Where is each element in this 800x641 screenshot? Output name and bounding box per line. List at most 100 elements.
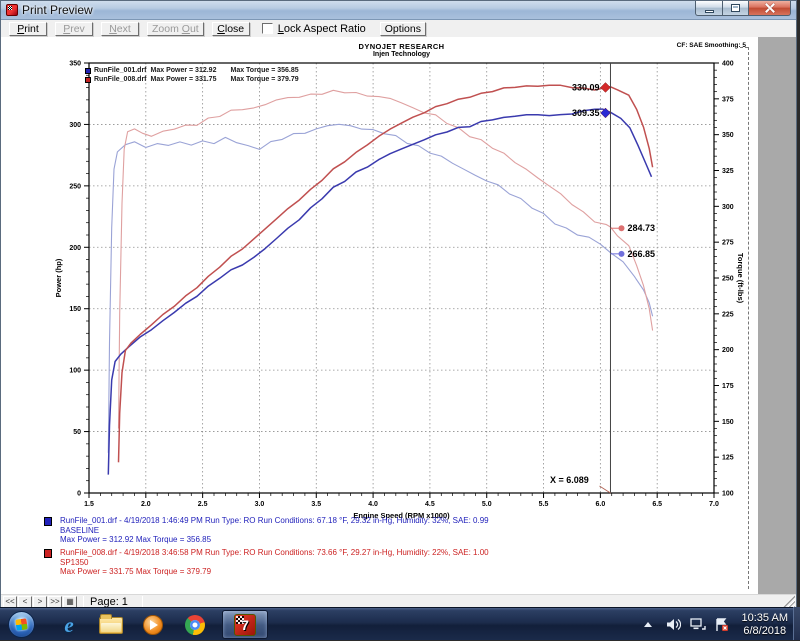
next-page-button[interactable]: >	[33, 595, 47, 608]
y-left-tick-label: 150	[69, 306, 81, 313]
x-tick-label: 4.0	[368, 501, 378, 508]
y-right-tick-label: 375	[722, 96, 734, 103]
callout-marker	[618, 250, 625, 257]
y-right-tick-label: 150	[722, 419, 734, 426]
callout-marker	[600, 82, 611, 93]
y-right-tick-label: 100	[722, 491, 734, 498]
preview-area: 1.5 2.0 2.5 3.0 3.5 4.0 4.5 5.0 5.5 6.0 6.5 7.0 0 50 1…	[1, 37, 796, 594]
y-left-tick-label: 0	[77, 491, 81, 498]
chart-title: DYNOJET RESEARCH	[358, 42, 445, 51]
x-tick-label: 5.5	[539, 501, 549, 508]
winpep-app-icon	[6, 4, 18, 16]
x-tick-label: 4.5	[425, 501, 435, 508]
winpep-taskbar-button[interactable]: 7	[222, 610, 268, 639]
callout-value: 309.35	[572, 108, 600, 118]
run-info-baseline: RunFile_001.drf - 4/19/2018 1:46:49 PM R…	[44, 516, 489, 545]
windows-explorer-icon[interactable]	[96, 612, 126, 638]
x-tick-label: 7.0	[709, 501, 719, 508]
toolbar: Print Prev Next Zoom Out Close Lock Aspe…	[1, 20, 796, 37]
callout-value: 266.85	[627, 249, 655, 259]
print-preview-window: Print Preview Print Prev Next Zoom Out C…	[0, 0, 797, 607]
curve-red_power	[117, 84, 654, 463]
y-right-tick-label: 300	[722, 204, 734, 211]
y-left-tick-label: 350	[69, 61, 81, 68]
options-button[interactable]: Options	[379, 21, 426, 36]
chrome-icon[interactable]	[180, 612, 210, 638]
lock-aspect-ratio-control[interactable]: Lock Aspect Ratio	[261, 22, 366, 35]
page-select-icon[interactable]: ▦	[63, 595, 77, 608]
last-page-button[interactable]: >>	[48, 595, 62, 608]
close-icon	[765, 3, 775, 13]
show-desktop-button[interactable]	[793, 607, 800, 640]
titlebar[interactable]: Print Preview	[1, 1, 796, 20]
run-info-sp1350: RunFile_008.drf - 4/19/2018 3:46:58 PM R…	[44, 548, 489, 577]
run-swatch-blue	[44, 517, 52, 526]
cursor-label-leader	[599, 485, 611, 494]
statusbar: << < > >> ▦ Page: 1	[1, 594, 796, 608]
callout-marker	[618, 225, 625, 232]
legend-swatch-red	[85, 76, 91, 83]
preview-page: 1.5 2.0 2.5 3.0 3.5 4.0 4.5 5.0 5.5 6.0 6.5 7.0 0 50 1…	[1, 37, 758, 594]
prev-page-button[interactable]: <	[18, 595, 32, 608]
first-page-button[interactable]: <<	[3, 595, 17, 608]
x-axis-title: Engine Speed (RPM x1000)	[353, 511, 450, 520]
prev-button[interactable]: Prev	[55, 21, 93, 36]
y-left-axis-title: Power (hp)	[54, 258, 63, 297]
zoom-out-button[interactable]: Zoom Out	[147, 21, 204, 36]
x-tick-label: 5.0	[482, 501, 492, 508]
y-left-tick-label: 250	[69, 183, 81, 190]
y-right-tick-label: 275	[722, 240, 734, 247]
x-tick-label: 2.5	[198, 501, 208, 508]
action-center-flag-icon[interactable]	[715, 617, 729, 632]
minimize-button[interactable]	[695, 1, 723, 16]
y-left-tick-label: 100	[69, 368, 81, 375]
y-right-tick-label: 225	[722, 311, 734, 318]
next-button[interactable]: Next	[101, 21, 139, 36]
plot-frame	[88, 62, 715, 494]
y-right-tick-label: 125	[722, 455, 734, 462]
network-icon[interactable]	[689, 618, 706, 631]
y-right-tick-label: 325	[722, 168, 734, 175]
volume-icon[interactable]	[666, 618, 681, 631]
dyno-chart: 1.5 2.0 2.5 3.0 3.5 4.0 4.5 5.0 5.5 6.0 6.5 7.0 0 50 1…	[54, 61, 745, 521]
callout-marker	[600, 107, 611, 119]
callout-value: 284.73	[627, 223, 655, 233]
statusbar-divider	[83, 595, 84, 608]
close-window-button[interactable]	[749, 1, 791, 16]
maximize-button[interactable]	[723, 1, 749, 16]
media-player-icon[interactable]	[138, 612, 168, 638]
x-tick-label: 3.0	[255, 501, 265, 508]
page-number-label: Page: 1	[90, 595, 128, 608]
curve-blue_power	[107, 108, 653, 475]
play-icon	[150, 620, 158, 630]
lock-aspect-ratio-label: Lock Aspect Ratio	[277, 22, 366, 35]
taskbar: e 7 10:35 AM 6/8/2018	[0, 607, 800, 640]
windows-logo-icon	[15, 618, 28, 631]
start-button[interactable]	[8, 611, 35, 638]
print-button[interactable]: Print	[9, 21, 47, 36]
lock-aspect-ratio-checkbox[interactable]	[261, 23, 273, 34]
y-right-tick-label: 200	[722, 347, 734, 354]
window-title: Print Preview	[22, 3, 93, 17]
x-tick-label: 1.5	[84, 501, 94, 508]
chart-subtitle: Injen Technology	[372, 51, 431, 58]
callout-value: 330.09	[572, 82, 600, 92]
y-left-tick-label: 50	[73, 429, 81, 436]
x-tick-label: 2.0	[141, 501, 151, 508]
curve-blue_torque	[107, 123, 654, 453]
y-right-tick-label: 175	[722, 383, 734, 390]
legend-swatch-blue	[85, 67, 91, 74]
y-right-tick-label: 250	[722, 276, 734, 283]
y-right-tick-label: 350	[722, 132, 734, 139]
resize-grip[interactable]	[782, 594, 795, 607]
maximize-icon	[731, 4, 740, 12]
close-button[interactable]: Close	[211, 21, 250, 36]
y-left-tick-label: 300	[69, 122, 81, 129]
y-right-axis-title: Torque (ft-lbs)	[736, 253, 745, 304]
hidden-icons-arrow-icon[interactable]	[643, 622, 652, 627]
cursor-x-label: X = 6.089	[550, 475, 589, 485]
page-margin-guide	[748, 47, 749, 589]
taskbar-clock[interactable]: 10:35 AM 6/8/2018	[741, 611, 788, 637]
legend-row: RunFile_008.drf Max Power = 331.75 Max T…	[85, 75, 299, 84]
internet-explorer-icon[interactable]: e	[64, 612, 74, 637]
